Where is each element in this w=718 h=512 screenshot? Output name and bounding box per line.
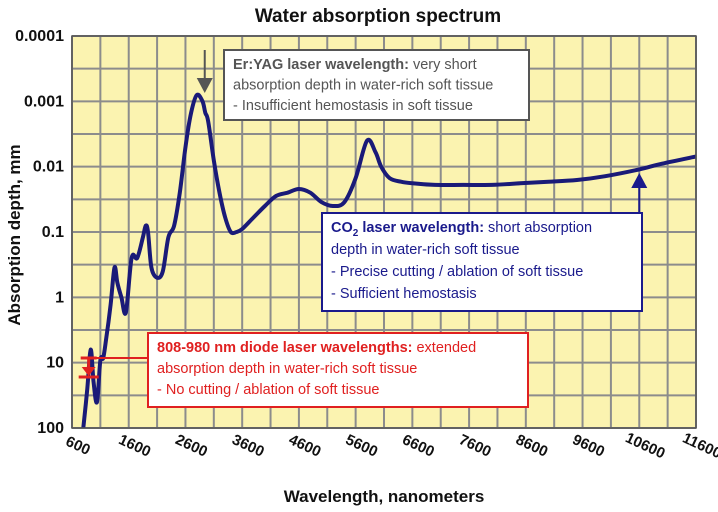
annotation-diode-line: 808-980 nm diode laser wavelengths: exte… [157, 340, 476, 356]
x-tick-label: 9600 [570, 431, 607, 461]
y-tick-label: 1 [55, 289, 64, 306]
annotation-eryag: Er:YAG laser wavelength: very short absor… [196, 49, 530, 121]
y-tick-label: 10 [46, 355, 64, 372]
annotation-co2-line: - Sufficient hemostasis [331, 286, 477, 302]
x-tick-label: 4600 [286, 431, 323, 461]
annotation-diode-line: absorption depth in water-rich soft tiss… [157, 361, 417, 377]
x-axis-title: Wavelength, nanometers [284, 487, 485, 506]
annotation-co2: CO2 laser wavelength: short absorption de… [321, 173, 648, 312]
chart-title: Water absorption spectrum [255, 6, 501, 27]
plot-frame [71, 35, 697, 429]
x-tick-label: 8600 [513, 431, 550, 461]
annotation-box-eryag [223, 49, 530, 121]
annotation-box-co2 [321, 212, 643, 312]
annotation-eryag-line: - Insufficient hemostasis in soft tissue [233, 98, 473, 114]
y-tick-label: 0.1 [42, 224, 64, 241]
marker-arrow-icon [81, 367, 96, 376]
x-tick-label: 1600 [116, 431, 153, 461]
x-tick-label: 600 [63, 433, 93, 459]
y-tick-label: 0.001 [24, 93, 64, 110]
x-axis: 600 1600 2600 3600 4600 5600 6600 7600 8600 9600 1… [63, 429, 718, 462]
annotation-co2-line: - Precise cutting / ablation of soft tis… [331, 264, 583, 280]
y-tick-label: 0.0001 [15, 28, 64, 45]
annotations: Er:YAG laser wavelength: very short absor… [78, 49, 648, 408]
x-tick-label: 7600 [456, 431, 493, 461]
x-tick-label: 6600 [400, 431, 437, 461]
x-tick-label: 5600 [343, 431, 380, 461]
y-tick-label: 0.01 [33, 159, 64, 176]
x-tick-label: 11600 [680, 430, 718, 463]
annotation-eryag-line: Er:YAG laser wavelength: very short [233, 57, 477, 73]
arrow-up-icon [631, 173, 648, 188]
series-line-water-absorption [81, 92, 696, 428]
annotation-diode: 808-980 nm diode laser wavelengths: exte… [78, 332, 529, 408]
y-axis: 0.0001 0.001 0.01 0.1 1 10 100 [15, 28, 64, 437]
y-tick-label: 100 [37, 420, 64, 437]
annotation-eryag-line: absorption depth in water-rich soft tiss… [233, 78, 493, 94]
annotation-co2-line: depth in water-rich soft tissue [331, 242, 520, 258]
annotation-co2-line: CO2 laser wavelength: short absorption [331, 220, 592, 239]
annotation-diode-line: - No cutting / ablation of soft tissue [157, 382, 379, 398]
arrow-down-icon [196, 78, 213, 93]
annotation-box-diode [147, 332, 529, 408]
x-tick-label: 3600 [229, 431, 266, 461]
x-tick-label: 2600 [173, 431, 210, 461]
x-tick-label: 10600 [623, 429, 668, 462]
y-axis-title: Absorption depth, mm [5, 144, 24, 325]
